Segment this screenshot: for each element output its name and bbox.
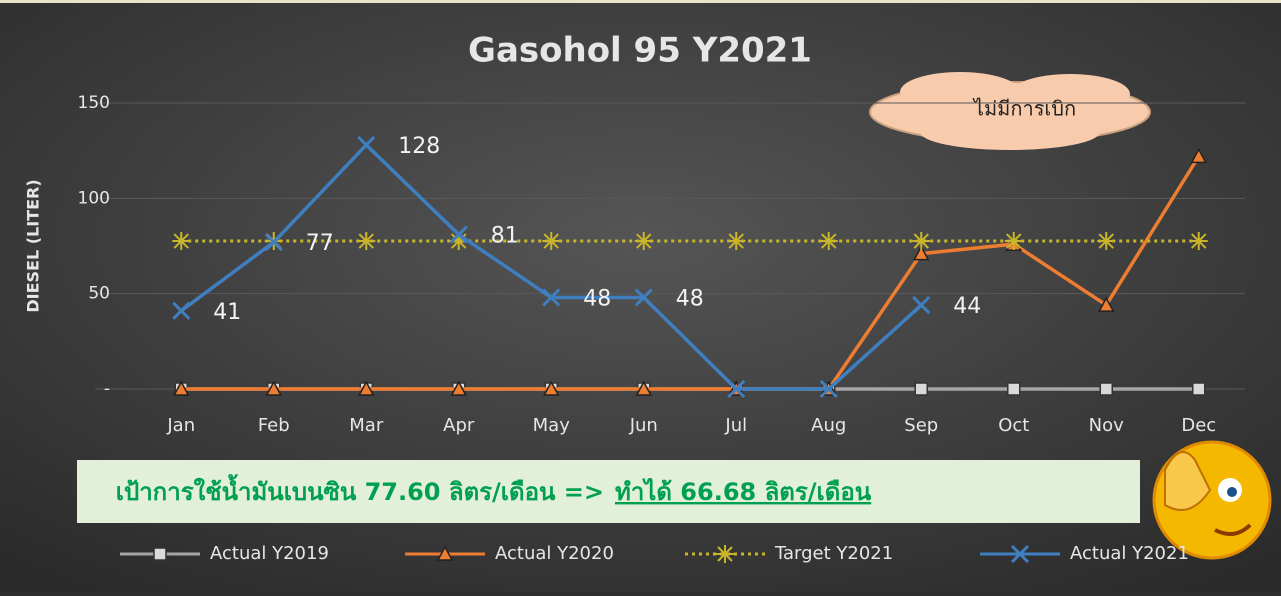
x-tick-label: Sep [904, 415, 938, 436]
y-axis-label: DIESEL (LITER) [24, 179, 43, 312]
data-label: 44 [953, 294, 981, 319]
marker [1008, 383, 1020, 395]
marker [1190, 232, 1208, 250]
legend-label: Actual Y2021 [1070, 543, 1189, 564]
x-tick-label: Apr [443, 415, 475, 436]
marker [915, 383, 927, 395]
data-label: 48 [583, 286, 611, 311]
chart-title: Gasohol 95 Y2021 [468, 31, 812, 71]
frame [0, 0, 1281, 3]
y-tick-label: 50 [88, 284, 110, 304]
marker [635, 232, 653, 250]
emoji-pupil [1227, 487, 1237, 497]
marker [357, 232, 375, 250]
chart: Gasohol 95 Y2021 DIESEL (LITER) ไม่มีการ… [0, 0, 1281, 592]
x-tick-label: Oct [998, 415, 1029, 436]
banner-text: เป้าการใช้น้ำมันเบนซิน 77.60 ลิตร/เดือน … [116, 473, 604, 506]
x-tick-label: Dec [1181, 415, 1216, 436]
x-tick-label: Jul [724, 415, 747, 436]
marker [1005, 232, 1023, 250]
page: {"chart_data": {"type": "line", "title":… [0, 0, 1281, 592]
marker [727, 232, 745, 250]
legend-marker [716, 545, 734, 563]
x-tick-label: Nov [1089, 415, 1124, 436]
y-tick-label: 100 [78, 188, 110, 208]
marker [172, 232, 190, 250]
data-label: 41 [213, 300, 241, 325]
marker [542, 232, 560, 250]
marker [912, 232, 930, 250]
marker [820, 232, 838, 250]
y-tick-label: 150 [78, 93, 110, 113]
data-label: 77 [306, 231, 334, 256]
x-tick-label: Jun [629, 415, 658, 436]
x-tick-label: May [533, 415, 571, 436]
data-label: 128 [398, 134, 440, 159]
data-label: 81 [491, 224, 519, 249]
marker [1100, 383, 1112, 395]
x-tick-label: Jan [166, 415, 195, 436]
x-tick-label: Feb [258, 415, 290, 436]
legend-label: Actual Y2020 [495, 543, 614, 564]
y-tick-label: - [104, 379, 110, 399]
marker [1193, 383, 1205, 395]
x-tick-label: Mar [349, 415, 384, 436]
data-label: 48 [676, 286, 704, 311]
legend-marker [154, 548, 166, 560]
cloud-text: ไม่มีการเบิก [972, 97, 1076, 121]
legend-label: Actual Y2019 [210, 543, 329, 564]
marker [1097, 232, 1115, 250]
emoji [1154, 442, 1270, 558]
legend-label: Target Y2021 [774, 543, 893, 564]
banner-result: ทำได้ 66.68 ลิตร/เดือน [615, 477, 872, 506]
x-tick-label: Aug [811, 415, 846, 436]
